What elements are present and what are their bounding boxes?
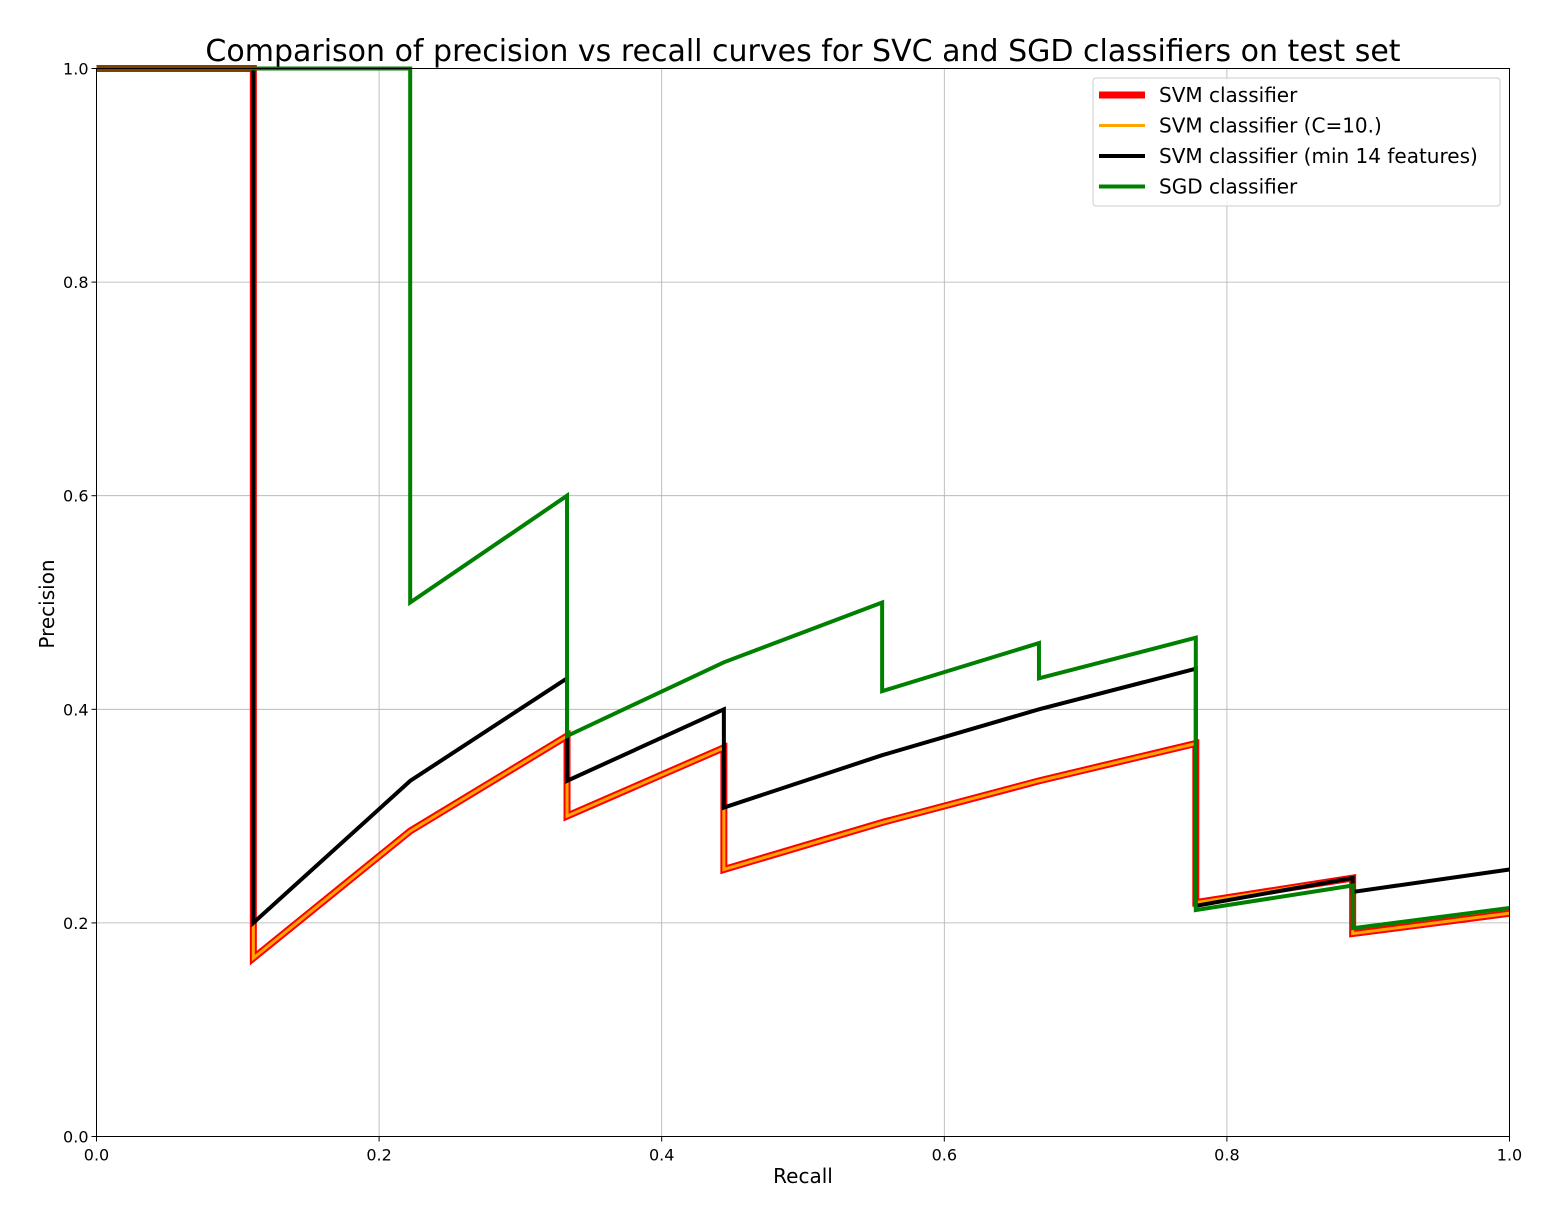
y-tick-label: 0.2 [63, 914, 88, 933]
x-tick-label: 0.6 [932, 1146, 957, 1165]
x-tick-label: 0.8 [1214, 1146, 1239, 1165]
x-axis-label: Recall [773, 1164, 833, 1188]
legend-label-2: SVM classifier (C=10.) [1159, 114, 1382, 138]
series-line-4 [96, 66, 1510, 931]
y-tick-label: 1.0 [63, 60, 88, 79]
series-layer [96, 65, 1510, 966]
series-line-3 [96, 66, 1510, 928]
x-tick-label: 0.2 [366, 1146, 391, 1165]
y-tick-label: 0.8 [63, 273, 88, 292]
legend-box [1092, 77, 1501, 207]
grid [96, 68, 1510, 1137]
y-axis-label: Precision [35, 559, 59, 648]
x-tick-label: 1.0 [1497, 1146, 1522, 1165]
y-tick-label: 0.4 [63, 700, 88, 719]
legend: SVM classifier SVM classifier (C=10.) SVM … [1092, 77, 1501, 207]
plot-frame [96, 68, 1510, 1137]
axis-ticks: 0.0 0.2 0.4 0.6 0.8 1.0 0.0 0.2 0.4 0.6 0.8 1.0 [63, 60, 1522, 1165]
x-tick-label: 0.4 [649, 1146, 674, 1165]
chart-title: Comparison of precision vs recall curves… [205, 34, 1400, 69]
legend-label-4: SGD classifier [1159, 175, 1298, 199]
legend-label-3: SVM classifier (min 14 features) [1159, 144, 1478, 168]
x-tick-label: 0.0 [84, 1146, 109, 1165]
y-tick-label: 0.0 [63, 1128, 88, 1147]
y-tick-label: 0.6 [63, 487, 88, 506]
legend-label-1: SVM classifier [1159, 83, 1298, 107]
